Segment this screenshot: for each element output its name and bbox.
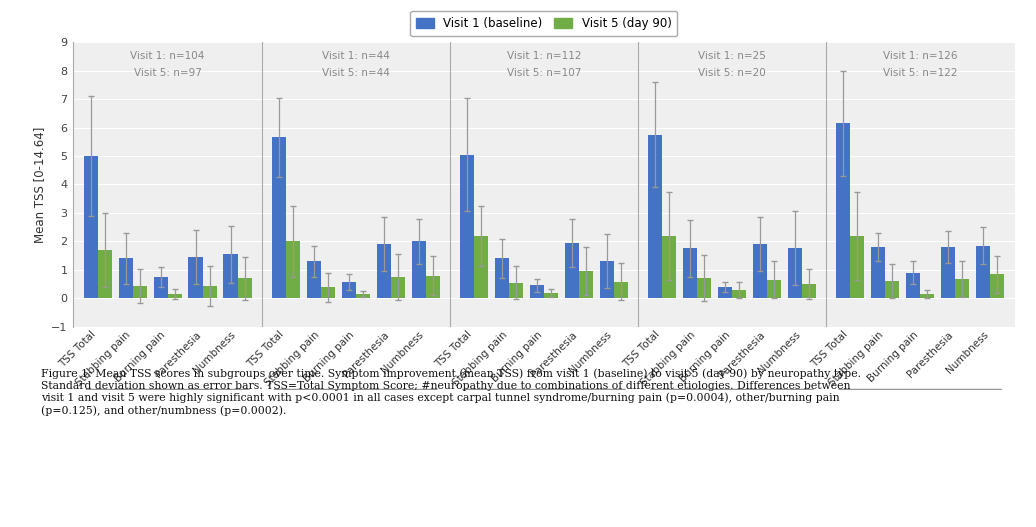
Bar <box>426 276 440 298</box>
Bar <box>544 293 558 298</box>
Bar <box>662 236 677 298</box>
Bar <box>697 278 711 298</box>
Text: Figure 1: Mean TSS scores in subgroups over time. Symptom improvement (mean TSS): Figure 1: Mean TSS scores in subgroups o… <box>41 369 862 416</box>
Text: Visit 5: n=20: Visit 5: n=20 <box>698 68 766 77</box>
Bar <box>84 156 97 298</box>
Bar <box>683 249 697 298</box>
Bar <box>941 247 955 298</box>
Bar <box>955 279 970 298</box>
Text: Visit 5: n=122: Visit 5: n=122 <box>883 68 957 77</box>
Bar <box>614 282 628 298</box>
Bar <box>391 277 405 298</box>
Bar <box>885 281 899 298</box>
Bar <box>133 286 147 298</box>
Bar <box>579 271 593 298</box>
Bar <box>871 247 885 298</box>
Bar <box>787 249 802 298</box>
Bar <box>321 287 335 298</box>
Bar <box>920 294 934 298</box>
Text: Visit 1: n=25: Visit 1: n=25 <box>698 51 766 61</box>
Text: Visit 1: n=112: Visit 1: n=112 <box>507 51 581 61</box>
Text: Visit 1: n=104: Visit 1: n=104 <box>131 51 205 61</box>
Bar <box>718 287 732 298</box>
Text: Visit 1: n=126: Visit 1: n=126 <box>883 51 957 61</box>
Bar <box>224 254 237 298</box>
Legend: Visit 1 (baseline), Visit 5 (day 90): Visit 1 (baseline), Visit 5 (day 90) <box>410 11 678 36</box>
Bar <box>802 284 816 298</box>
Bar <box>990 274 1004 298</box>
Bar <box>271 138 286 298</box>
Bar <box>509 282 523 298</box>
Bar <box>97 250 112 298</box>
Text: Visit 1: n=44: Visit 1: n=44 <box>322 51 390 61</box>
Bar <box>767 280 781 298</box>
Bar <box>460 154 473 298</box>
Text: Visit 5: n=44: Visit 5: n=44 <box>322 68 390 77</box>
Text: Visit 5: n=107: Visit 5: n=107 <box>507 68 581 77</box>
Bar <box>168 294 182 298</box>
Bar <box>342 282 355 298</box>
Bar <box>732 290 746 298</box>
Bar <box>118 258 133 298</box>
Bar <box>648 135 662 298</box>
Bar <box>307 261 321 298</box>
Bar <box>565 243 579 298</box>
Bar <box>905 272 920 298</box>
Bar <box>753 244 767 298</box>
Bar <box>836 123 851 298</box>
Bar <box>529 286 544 298</box>
Bar <box>377 244 391 298</box>
Bar <box>153 277 168 298</box>
Bar <box>851 236 864 298</box>
Bar <box>203 286 217 298</box>
Bar <box>473 236 488 298</box>
Bar <box>976 246 990 298</box>
Bar <box>495 258 509 298</box>
Bar <box>237 278 252 298</box>
Bar <box>355 294 370 298</box>
Y-axis label: Mean TSS [0-14.64]: Mean TSS [0-14.64] <box>33 126 46 242</box>
Bar <box>189 257 203 298</box>
Bar <box>286 241 300 298</box>
Text: Visit 5: n=97: Visit 5: n=97 <box>134 68 202 77</box>
Bar <box>600 261 614 298</box>
Bar <box>411 241 426 298</box>
